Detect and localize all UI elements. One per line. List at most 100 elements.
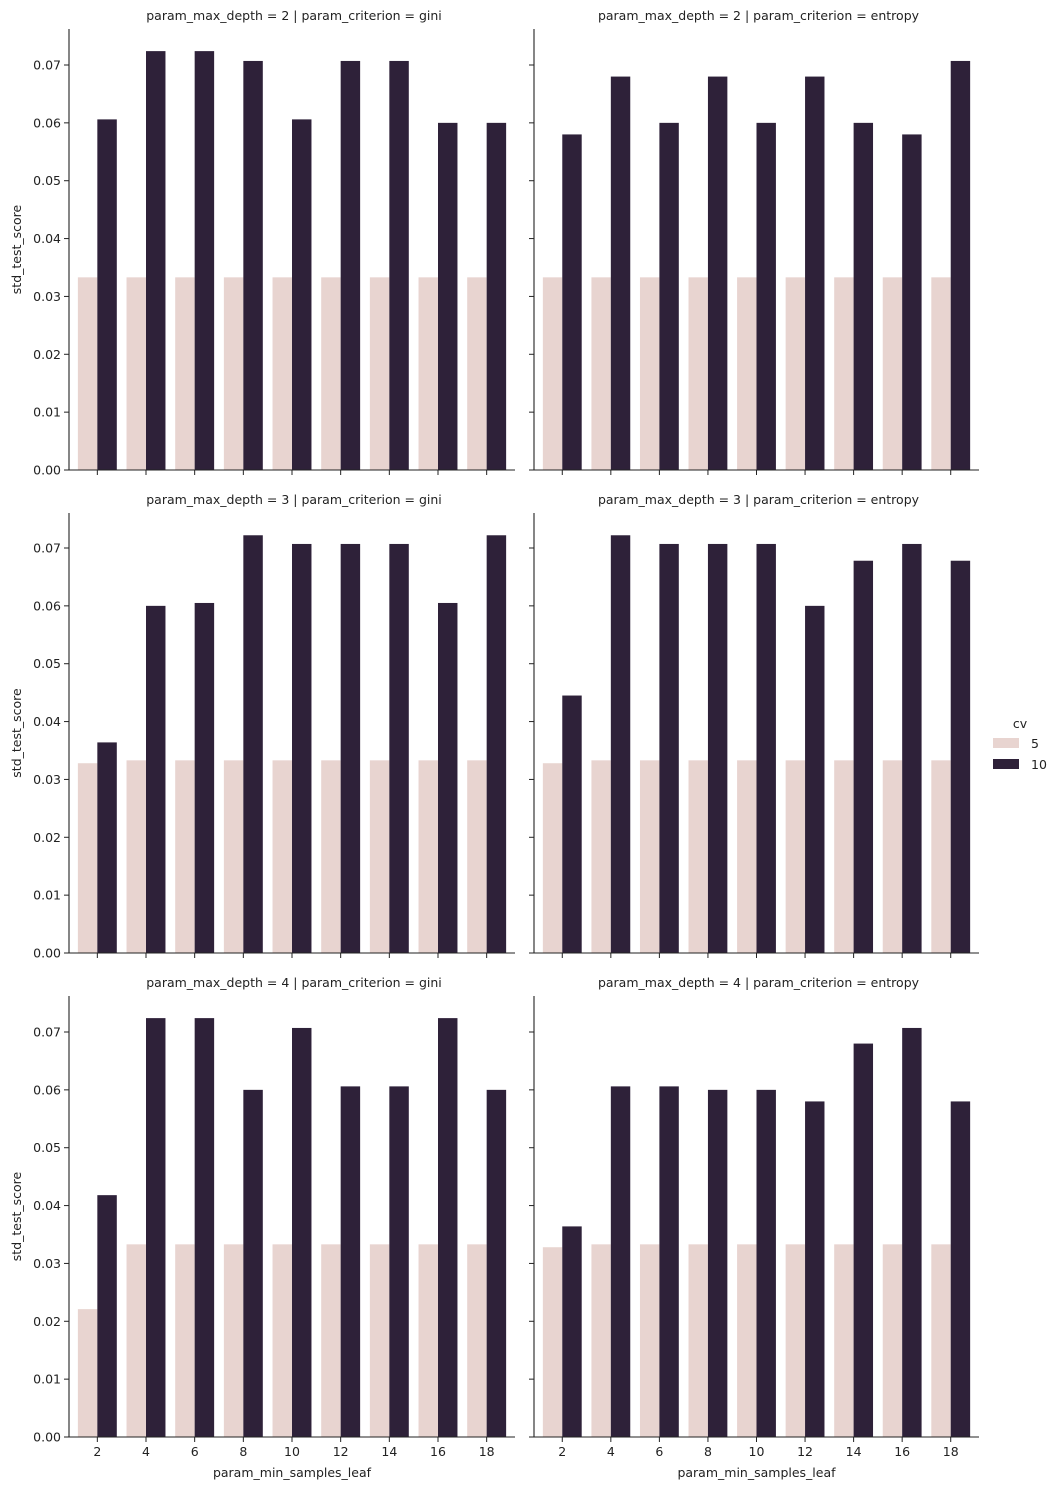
bar-cv-5 — [321, 1244, 341, 1437]
panel-title: param_max_depth = 2 | param_criterion = … — [598, 8, 920, 23]
x-tick-label: 14 — [381, 1444, 397, 1459]
bar-cv-5 — [737, 1244, 757, 1437]
legend-label: 10 — [1031, 757, 1047, 772]
bar-cv-10 — [340, 60, 361, 470]
bar-cv-5 — [591, 277, 611, 470]
legend-swatch-cv-10 — [993, 759, 1019, 769]
bar-cv-5 — [639, 760, 660, 953]
y-tick-label: 0.06 — [33, 1082, 61, 1097]
bar-cv-10 — [707, 76, 728, 471]
panel-title: param_max_depth = 3 | param_criterion = … — [146, 492, 442, 507]
x-tick-label: 4 — [142, 1444, 150, 1459]
y-tick-label: 0.01 — [33, 1372, 61, 1387]
bar-cv-5 — [77, 277, 98, 470]
x-tick-label: 10 — [284, 1444, 300, 1459]
bar-cv-10 — [438, 1018, 458, 1437]
y-tick-label: 0.00 — [33, 463, 61, 478]
x-tick-label: 10 — [749, 1444, 765, 1459]
bar-cv-5 — [126, 277, 146, 470]
y-tick-label: 0.06 — [33, 598, 61, 613]
bar-cv-10 — [562, 134, 582, 470]
x-tick-label: 14 — [846, 1444, 862, 1459]
y-tick-label: 0.05 — [33, 1140, 61, 1155]
bar-cv-10 — [707, 1089, 728, 1437]
y-tick-label: 0.04 — [33, 714, 61, 729]
x-tick-label: 16 — [430, 1444, 446, 1459]
bar-cv-10 — [902, 543, 922, 953]
bar-cv-10 — [146, 1018, 166, 1437]
bar-cv-10 — [707, 543, 728, 953]
bar-cv-5 — [223, 1244, 244, 1437]
y-tick-label: 0.02 — [33, 1314, 61, 1329]
bar-cv-10 — [340, 1086, 361, 1437]
bar-cv-10 — [950, 1101, 971, 1437]
bar-cv-5 — [175, 760, 195, 953]
bar-cv-5 — [223, 277, 244, 470]
bar-cv-5 — [639, 277, 660, 470]
x-axis-label: param_min_samples_leaf — [677, 1465, 836, 1480]
bar-cv-5 — [467, 1244, 487, 1437]
y-tick-label: 0.07 — [33, 541, 61, 556]
bar-cv-10 — [194, 602, 215, 953]
bar-cv-10 — [389, 543, 409, 953]
bar-cv-5 — [737, 277, 757, 470]
legend-swatch-cv-5 — [993, 738, 1019, 748]
bar-cv-10 — [659, 122, 679, 470]
y-axis-label: std_test_score — [9, 204, 24, 294]
bar-cv-5 — [882, 277, 903, 470]
y-tick-label: 0.01 — [33, 888, 61, 903]
y-tick-label: 0.04 — [33, 1198, 61, 1213]
bar-cv-10 — [902, 1027, 922, 1437]
bar-cv-5 — [785, 1244, 806, 1437]
y-tick-label: 0.07 — [33, 1025, 61, 1040]
bar-cv-5 — [542, 1247, 563, 1437]
bar-cv-5 — [542, 277, 563, 470]
bar-cv-10 — [243, 1089, 263, 1437]
x-tick-label: 12 — [333, 1444, 349, 1459]
bar-cv-10 — [659, 1086, 679, 1437]
y-tick-label: 0.06 — [33, 115, 61, 130]
x-tick-label: 12 — [797, 1444, 813, 1459]
bar-cv-5 — [688, 1244, 708, 1437]
bar-cv-10 — [756, 122, 776, 470]
bar-cv-5 — [591, 1244, 611, 1437]
bar-cv-10 — [853, 122, 874, 470]
y-tick-label: 0.03 — [33, 772, 61, 787]
bar-cv-10 — [486, 535, 507, 953]
y-tick-label: 0.07 — [33, 58, 61, 73]
bar-cv-10 — [146, 605, 166, 953]
bar-cv-10 — [389, 60, 409, 470]
bar-cv-5 — [321, 277, 341, 470]
panel-title: param_max_depth = 4 | param_criterion = … — [146, 975, 442, 990]
bar-cv-10 — [610, 76, 631, 471]
legend-label: 5 — [1031, 736, 1039, 751]
bar-cv-10 — [292, 119, 312, 470]
y-tick-label: 0.01 — [33, 405, 61, 420]
bar-cv-10 — [97, 119, 117, 470]
bar-cv-10 — [562, 1226, 582, 1437]
x-tick-label: 6 — [655, 1444, 663, 1459]
y-tick-label: 0.05 — [33, 173, 61, 188]
bar-cv-5 — [77, 1309, 98, 1437]
bar-cv-5 — [321, 760, 341, 953]
bar-cv-5 — [542, 763, 563, 953]
bar-cv-10 — [853, 560, 874, 953]
bar-cv-10 — [756, 543, 776, 953]
bar-cv-5 — [272, 277, 292, 470]
bar-cv-10 — [805, 605, 825, 953]
panel-title: param_max_depth = 2 | param_criterion = … — [146, 8, 442, 23]
bar-cv-5 — [639, 1244, 660, 1437]
bar-cv-5 — [223, 760, 244, 953]
bar-cv-5 — [467, 277, 487, 470]
bar-cv-5 — [931, 760, 951, 953]
bar-cv-5 — [126, 760, 146, 953]
y-tick-label: 0.02 — [33, 830, 61, 845]
bar-cv-5 — [369, 1244, 390, 1437]
bar-cv-10 — [486, 122, 507, 470]
bar-cv-5 — [467, 760, 487, 953]
x-axis-label: param_min_samples_leaf — [213, 1465, 372, 1480]
bar-cv-5 — [591, 760, 611, 953]
x-tick-label: 18 — [479, 1444, 495, 1459]
x-tick-label: 16 — [894, 1444, 910, 1459]
bar-cv-10 — [486, 1089, 507, 1437]
